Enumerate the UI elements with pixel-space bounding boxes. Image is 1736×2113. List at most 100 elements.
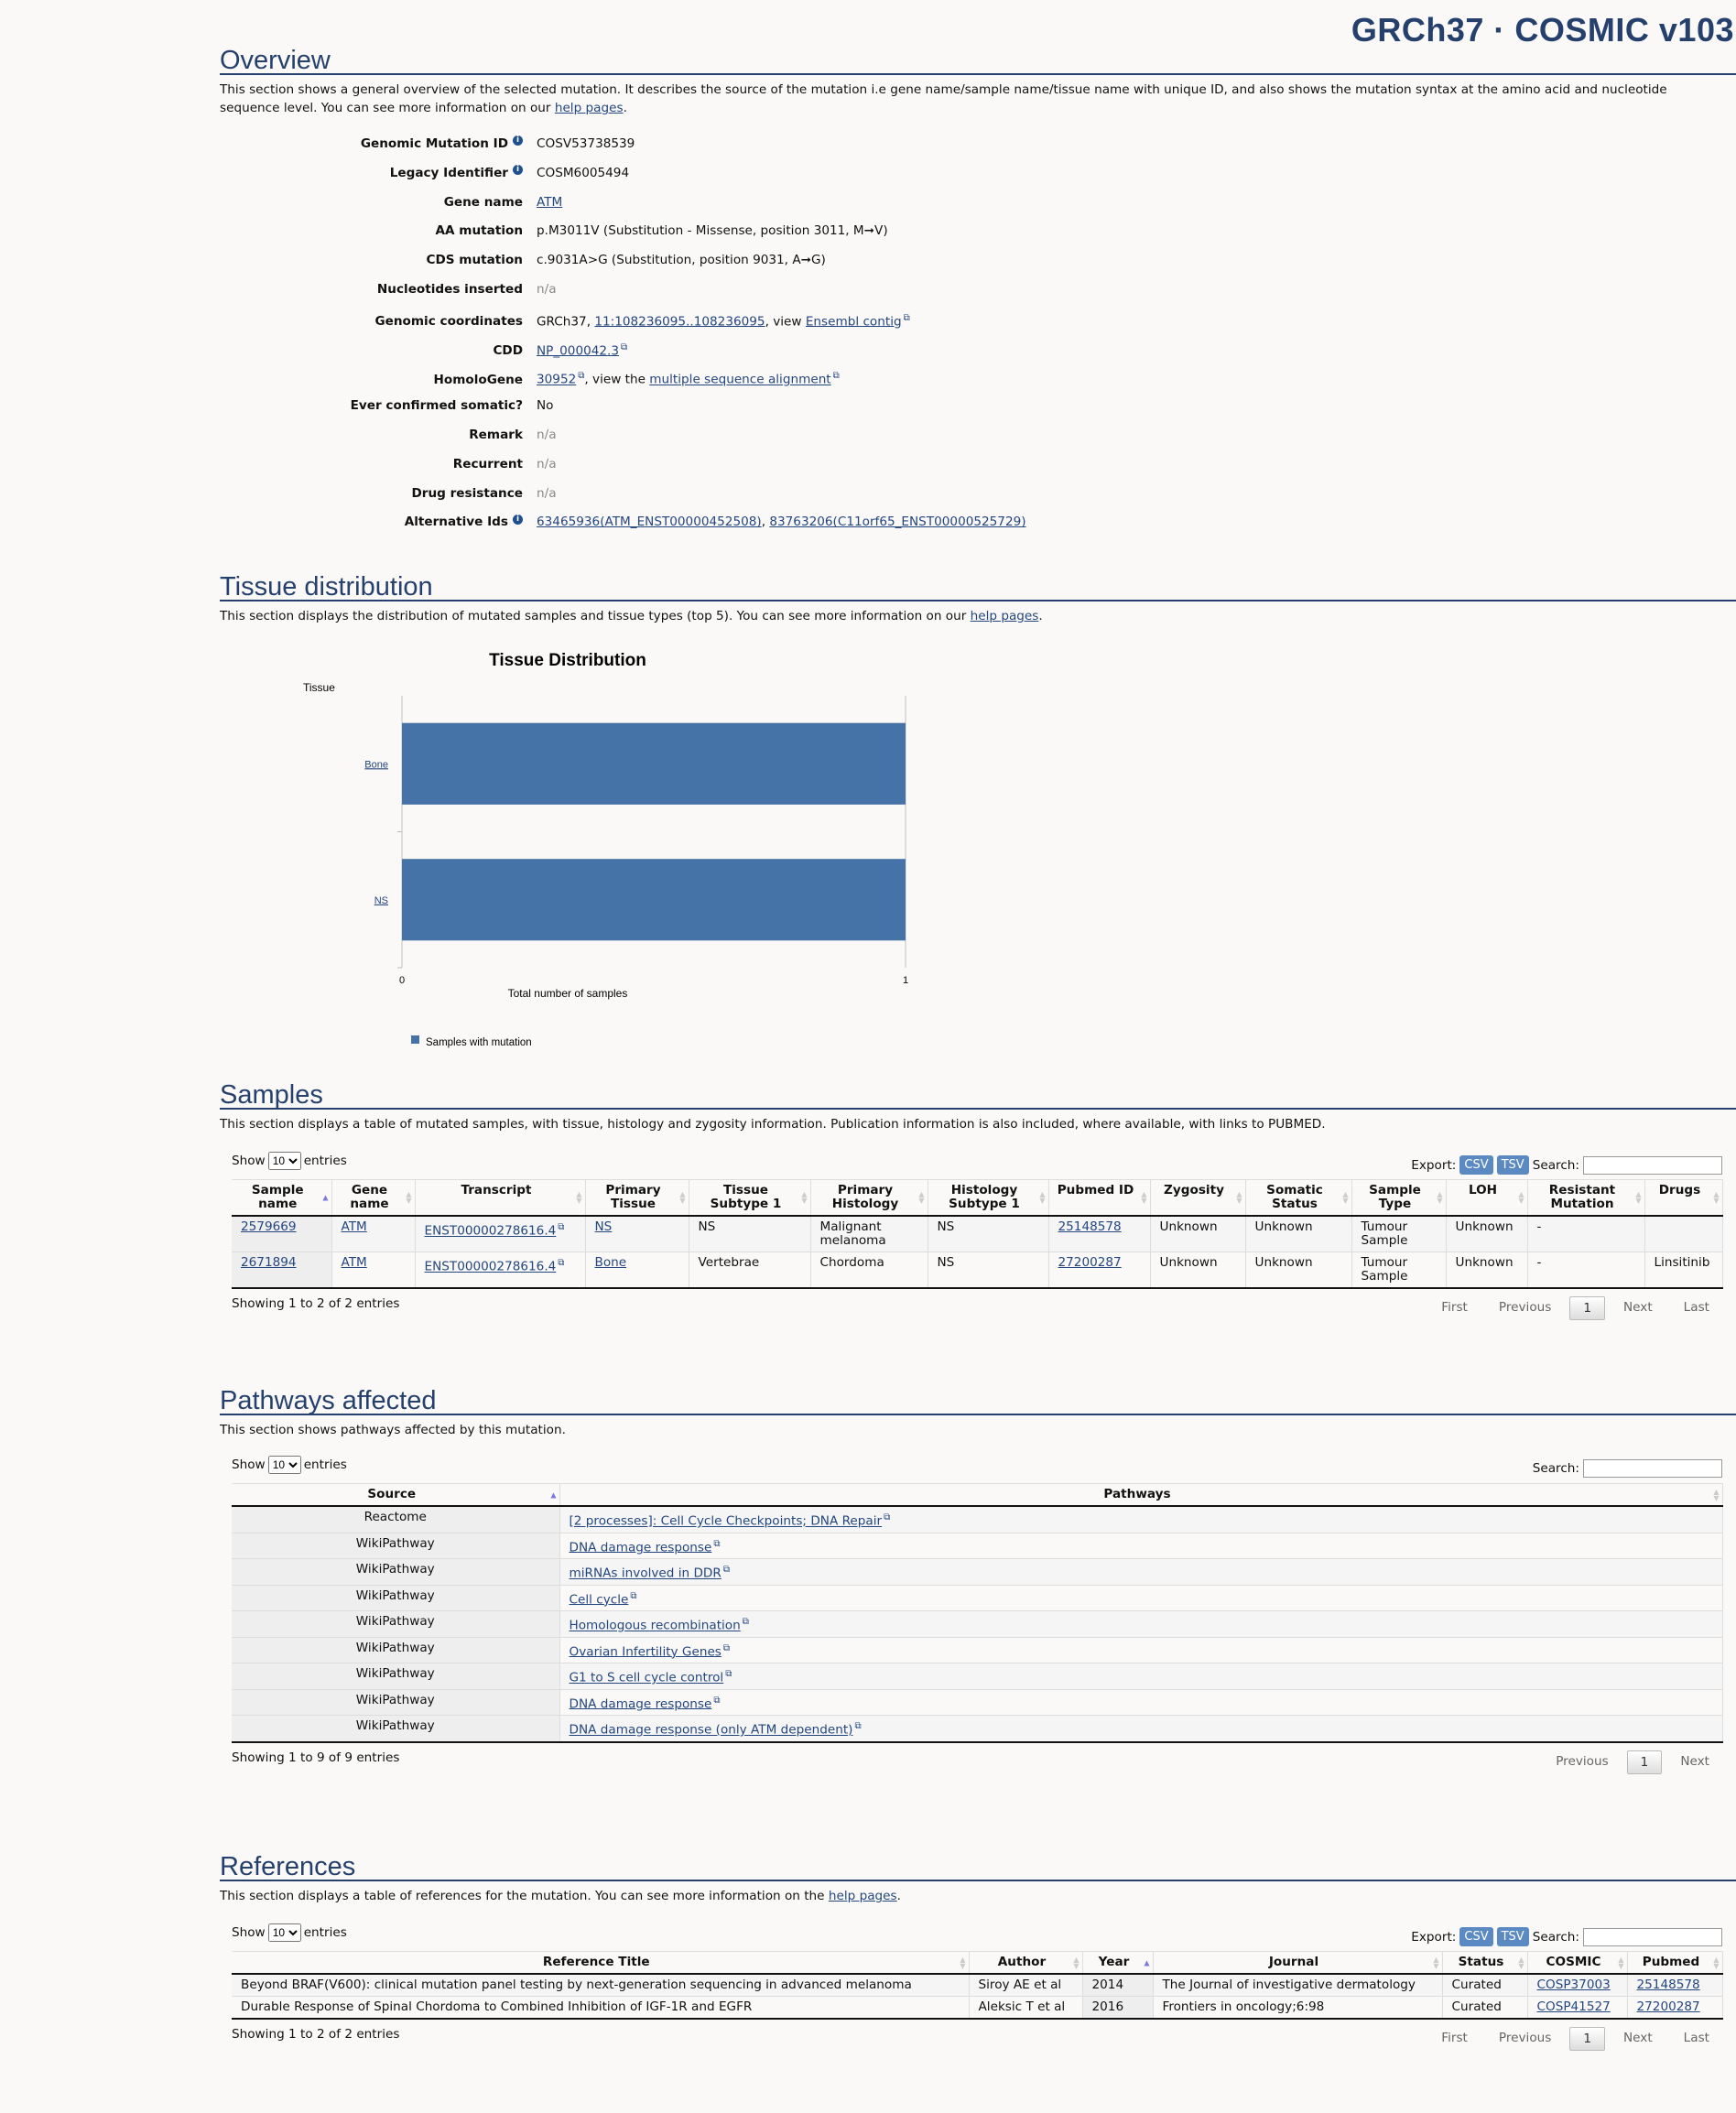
cell-link[interactable]: 27200287 [1058,1255,1122,1270]
sort-icon[interactable]: ▲ ▼ [1518,1955,1524,1970]
page-button-last[interactable]: Last [1683,1300,1709,1315]
sort-icon[interactable]: ▲ ▼ [1342,1190,1349,1205]
page-button-1[interactable]: 1 [1569,2027,1605,2051]
cell-link[interactable]: DNA damage response [569,1540,712,1555]
detail-link[interactable]: ATM [537,194,563,210]
cell-link[interactable]: COSP41527 [1536,1999,1611,2014]
column-header[interactable]: Zygosity ▲ ▼ [1150,1179,1246,1217]
sort-icon[interactable]: ▲ ▼ [1073,1955,1080,1970]
entries-select[interactable]: 10 [267,1923,301,1942]
search-input[interactable] [1583,1927,1722,1946]
column-header[interactable]: Histology Subtype 1 ▲ ▼ [928,1179,1049,1217]
sort-icon[interactable]: ▲ ▼ [918,1190,925,1205]
sort-icon[interactable]: ▲ ▼ [576,1190,582,1205]
sort-icon[interactable]: ▲ ▼ [1713,1190,1720,1205]
page-button-1[interactable]: 1 [1569,1296,1605,1320]
external-link-icon[interactable]: ⧉ [722,1565,730,1576]
cell-link[interactable]: NS [594,1219,613,1234]
cell-link[interactable]: Homologous recombination [569,1618,741,1633]
sort-icon[interactable]: ▲ ▼ [1437,1190,1443,1205]
sort-icon[interactable]: ▲ ▼ [1618,1955,1624,1970]
sort-asc-icon[interactable]: ▲ [1144,1958,1150,1967]
column-header[interactable]: Year ▲ [1082,1951,1154,1975]
external-link-icon[interactable]: ⧉ [854,1721,862,1732]
sort-icon[interactable]: ▲ ▼ [679,1190,686,1205]
cell-link[interactable]: DNA damage response (only ATM dependent) [569,1722,853,1738]
detail-link[interactable]: 30952 [537,372,577,387]
legend-label[interactable]: Samples with mutation [426,1037,532,1048]
entries-select[interactable]: 10 [267,1456,301,1474]
search-input[interactable] [1583,1459,1722,1478]
column-header[interactable]: Reference Title ▲ ▼ [232,1951,970,1975]
external-link-icon[interactable]: ⧉ [742,1617,749,1628]
sort-icon[interactable]: ▲ ▼ [1433,1955,1439,1970]
cell-link[interactable]: COSP37003 [1536,1978,1611,1992]
page-button-first[interactable]: First [1441,1300,1468,1315]
bar-ns[interactable] [402,859,906,941]
sort-icon[interactable]: ▲ ▼ [960,1955,966,1970]
column-header[interactable]: Somatic Status ▲ ▼ [1245,1179,1352,1217]
detail-link[interactable]: 83763206(C11orf65_ENST00000525729) [769,515,1026,530]
sort-icon[interactable]: ▲ ▼ [1713,1955,1720,1970]
detail-link[interactable]: multiple sequence alignment [649,372,831,387]
entries-select[interactable]: 10 [267,1152,301,1170]
column-header[interactable]: Transcript ▲ ▼ [415,1179,586,1217]
column-header[interactable]: Sample name ▲ [232,1179,332,1217]
sort-asc-icon[interactable]: ▲ [550,1490,557,1499]
column-header[interactable]: Source ▲ [232,1483,560,1507]
cell-link[interactable]: ATM [341,1219,367,1234]
export-csv-button[interactable]: CSV [1459,1155,1493,1175]
cell-link[interactable]: ATM [341,1255,367,1270]
page-button-last[interactable]: Last [1683,2031,1709,2045]
column-header[interactable]: Tissue Subtype 1 ▲ ▼ [689,1179,811,1217]
cell-link[interactable]: [2 processes]: Cell Cycle Checkpoints; D… [569,1513,883,1529]
page-button-next[interactable]: Next [1623,1300,1653,1315]
external-link-icon[interactable]: ⧉ [903,312,910,323]
external-link-icon[interactable]: ⧉ [558,1222,565,1232]
cell-link[interactable]: Ovarian Infertility Genes [569,1644,722,1660]
cell-link[interactable]: 25148578 [1636,1978,1700,1992]
search-input[interactable] [1583,1155,1722,1175]
sort-icon[interactable]: ▲ ▼ [1039,1190,1046,1205]
column-header[interactable]: Pathways ▲ ▼ [559,1483,1723,1507]
page-button-previous[interactable]: Previous [1498,1300,1552,1315]
sort-icon[interactable]: ▲ ▼ [406,1190,412,1205]
sort-icon[interactable]: ▲ ▼ [1713,1487,1720,1502]
column-header[interactable]: LOH ▲ ▼ [1446,1179,1528,1217]
info-icon[interactable]: i [513,135,523,146]
column-header[interactable]: Gene name ▲ ▼ [331,1179,416,1217]
page-button-previous[interactable]: Previous [1556,1753,1609,1769]
column-header[interactable]: Journal ▲ ▼ [1153,1951,1443,1975]
detail-link[interactable]: 63465936(ATM_ENST00000452508) [537,515,762,530]
external-link-icon[interactable]: ⧉ [558,1258,565,1268]
detail-link[interactable]: Ensembl contig [805,314,902,330]
cell-link[interactable]: G1 to S cell cycle control [569,1670,724,1685]
column-header[interactable]: COSMIC ▲ ▼ [1527,1951,1628,1975]
column-header[interactable]: Primary Tissue ▲ ▼ [585,1179,689,1217]
cell-link[interactable]: ENST00000278616.4 [424,1259,557,1274]
external-link-icon[interactable]: ⧉ [832,371,840,382]
column-header[interactable]: Pubmed ▲ ▼ [1627,1951,1723,1975]
page-button-next[interactable]: Next [1680,1753,1709,1769]
external-link-icon[interactable]: ⧉ [884,1512,891,1522]
page-button-next[interactable]: Next [1623,2031,1653,2045]
cell-link[interactable]: Cell cycle [569,1592,629,1608]
cell-link[interactable]: 2671894 [241,1255,297,1270]
info-icon[interactable]: i [513,514,523,525]
column-header[interactable]: Status ▲ ▼ [1442,1951,1528,1975]
sort-asc-icon[interactable]: ▲ [322,1193,329,1202]
external-link-icon[interactable]: ⧉ [725,1669,732,1680]
cell-link[interactable]: Bone [594,1255,627,1270]
column-header[interactable]: Resistant Mutation ▲ ▼ [1527,1179,1645,1217]
column-header[interactable]: Primary Histology ▲ ▼ [810,1179,928,1217]
sort-icon[interactable]: ▲ ▼ [1236,1190,1242,1205]
external-link-icon[interactable]: ⧉ [630,1590,637,1601]
export-tsv-button[interactable]: TSV [1496,1927,1529,1946]
info-icon[interactable]: i [513,165,523,176]
external-link-icon[interactable]: ⧉ [713,1695,721,1706]
column-header[interactable]: Sample Type ▲ ▼ [1351,1179,1447,1217]
detail-link[interactable]: NP_000042.3 [537,343,620,359]
export-csv-button[interactable]: CSV [1459,1927,1493,1946]
external-link-icon[interactable]: ⧉ [578,371,585,382]
page-button-1[interactable]: 1 [1626,1750,1663,1774]
